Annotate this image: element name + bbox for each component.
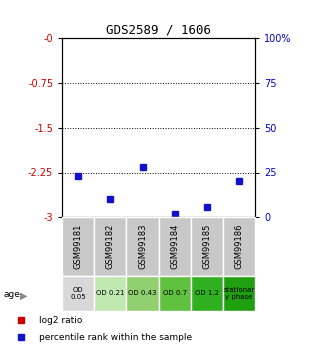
Bar: [191, 276, 223, 310]
Text: GSM99185: GSM99185: [202, 224, 211, 269]
Bar: [159, 276, 191, 310]
Bar: [198, 217, 216, 345]
Bar: [223, 276, 255, 310]
Bar: [127, 276, 159, 310]
Text: log2 ratio: log2 ratio: [39, 316, 82, 325]
Bar: [191, 217, 223, 276]
Text: OD
0.05: OD 0.05: [71, 287, 86, 300]
Text: GSM99186: GSM99186: [234, 224, 244, 269]
Text: GSM99184: GSM99184: [170, 224, 179, 269]
Bar: [94, 217, 127, 276]
Text: GSM99183: GSM99183: [138, 224, 147, 269]
Bar: [223, 217, 255, 276]
Bar: [134, 217, 151, 345]
Text: GSM99181: GSM99181: [74, 224, 83, 269]
Bar: [62, 217, 94, 276]
Bar: [102, 217, 119, 344]
Bar: [230, 217, 248, 345]
Bar: [62, 276, 94, 310]
Text: OD 0.21: OD 0.21: [96, 290, 125, 296]
Text: ▶: ▶: [20, 291, 28, 300]
Bar: [69, 217, 87, 345]
Text: OD 0.7: OD 0.7: [163, 290, 187, 296]
Bar: [159, 217, 191, 276]
Bar: [94, 276, 127, 310]
Text: OD 1.2: OD 1.2: [195, 290, 219, 296]
Text: percentile rank within the sample: percentile rank within the sample: [39, 333, 192, 342]
Text: OD 0.43: OD 0.43: [128, 290, 157, 296]
Bar: [166, 217, 183, 260]
Text: GSM99182: GSM99182: [106, 224, 115, 269]
Text: age: age: [3, 290, 20, 299]
Text: stationar
y phase: stationar y phase: [223, 287, 255, 300]
Bar: [127, 217, 159, 276]
Title: GDS2589 / 1606: GDS2589 / 1606: [106, 24, 211, 37]
